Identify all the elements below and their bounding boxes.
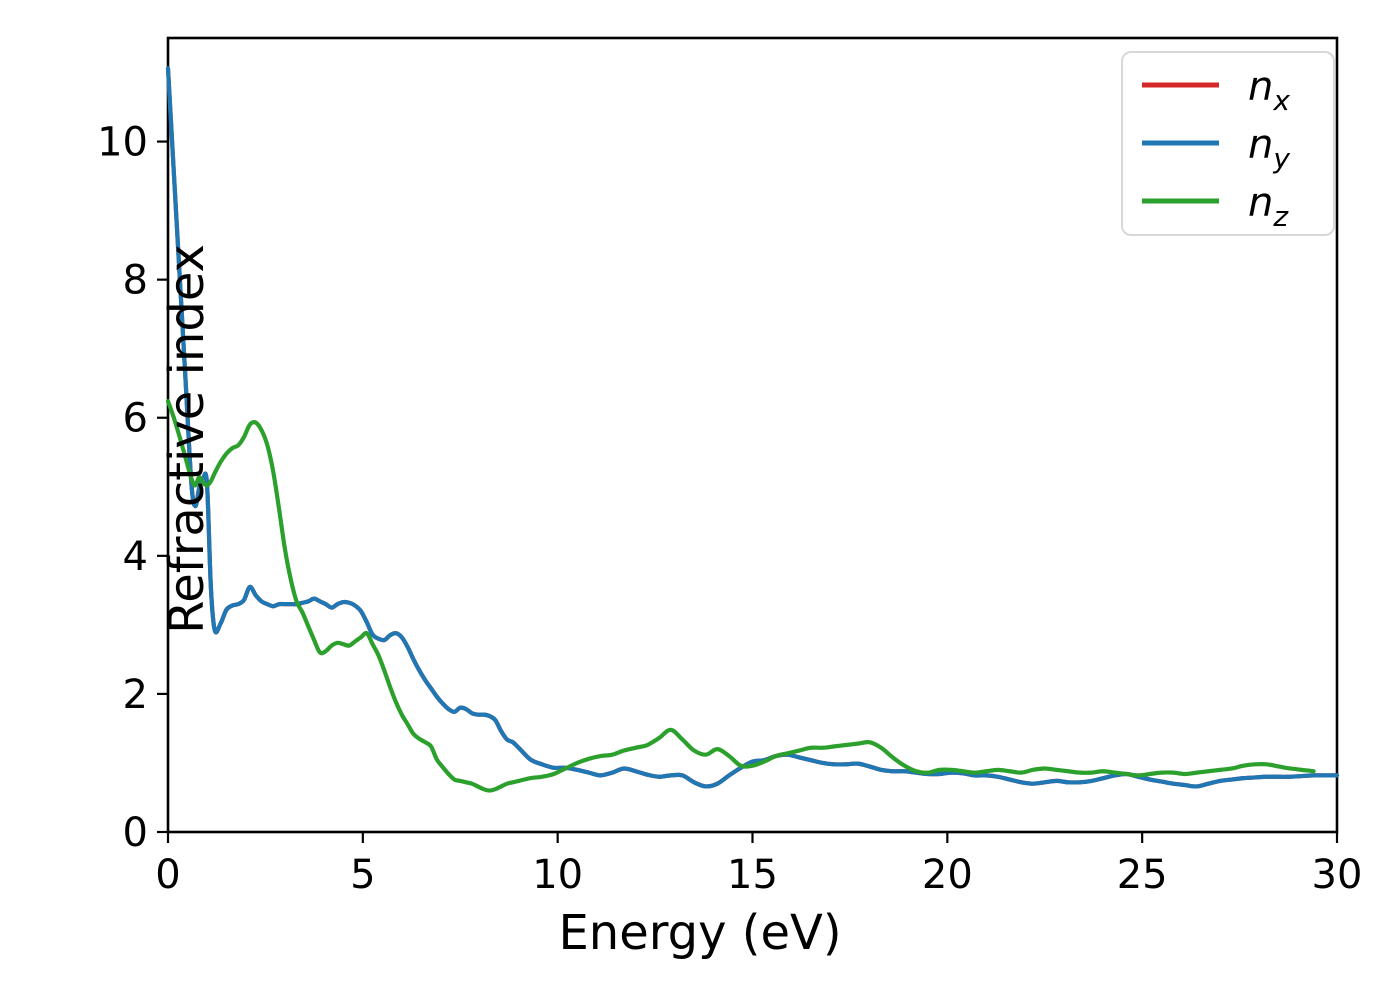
x-tick-label: 10	[532, 852, 583, 898]
y-tick-label: 6	[123, 396, 148, 442]
y-tick-label: 2	[123, 672, 148, 718]
data-series-group	[165, 66, 1340, 793]
y-tick-label: 4	[123, 534, 148, 580]
y-axis-label: Refractive index	[159, 244, 215, 634]
x-tick-label: 15	[727, 852, 778, 898]
data-line-n_z	[165, 399, 1316, 793]
y-tick-label: 0	[123, 810, 148, 856]
axis-ticks	[157, 140, 1339, 843]
x-tick-label: 0	[155, 852, 180, 898]
x-tick-label: 20	[922, 852, 973, 898]
x-tick-label: 5	[350, 852, 375, 898]
axis-tick-labels: 0 5 10 15 20 25 30 0 2 4 6 8 10	[97, 120, 1362, 898]
y-tick-label: 8	[123, 258, 148, 304]
legend-label-2: nz	[1248, 180, 1289, 233]
legend-label-1: ny	[1248, 122, 1290, 175]
x-axis-label: Energy (eV)	[558, 905, 842, 961]
legend-label-0: nx	[1248, 64, 1290, 117]
x-tick-label: 25	[1117, 852, 1168, 898]
x-tick-label: 30	[1312, 852, 1363, 898]
data-line-n_y	[165, 66, 1340, 789]
y-tick-label: 10	[97, 120, 148, 166]
